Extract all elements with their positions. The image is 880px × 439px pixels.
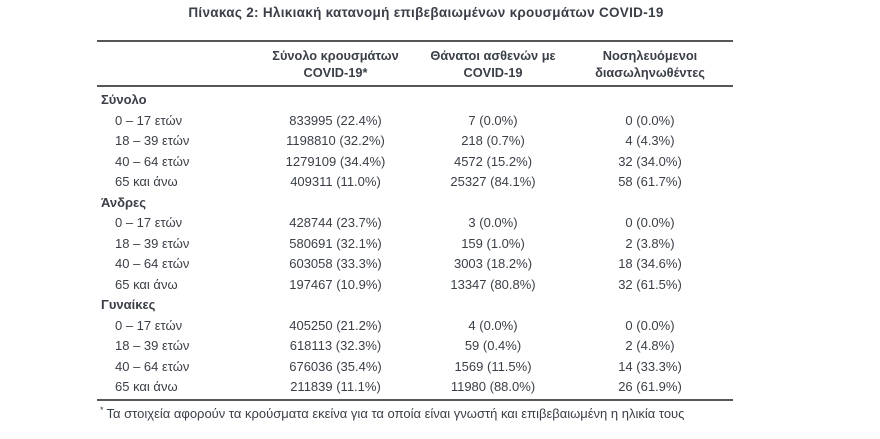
intubated-cell: 0 (0.0%) xyxy=(625,112,675,128)
intubated-cell: 18 (34.6%) xyxy=(618,256,682,271)
age-cell: 0 – 17 ετών xyxy=(115,112,183,128)
cases-cell: 197467 (10.9%) xyxy=(289,276,382,292)
intubated-cell: 4 (4.3%) xyxy=(625,133,675,148)
table-caption: Πίνακας 2: Ηλικιακή κατανομή επιβεβαιωμέ… xyxy=(188,5,664,20)
deaths-cell: 1569 (11.5%) xyxy=(454,358,532,374)
deaths-cell: 25327 (84.1%) xyxy=(450,174,536,189)
cases-cell: 428744 (23.7%) xyxy=(289,215,382,230)
table-body: Σύνολο 0 – 17 ετών 833995 (22.4%) 7 (0.0… xyxy=(97,87,733,401)
header-intubated-line2: διασωληνωθέντες xyxy=(595,65,705,80)
table-row: 40 – 64 ετών 1279109 (34.4%) 4572 (15.2%… xyxy=(97,152,733,173)
deaths-cell: 4 (0.0%) xyxy=(468,317,518,333)
age-cell: 18 – 39 ετών xyxy=(115,133,190,148)
header-rowlabel-spacer xyxy=(97,47,252,81)
covid-age-table: Σύνολο κρουσμάτων COVID-19* Θάνατοι ασθε… xyxy=(97,40,733,401)
table-row: 0 – 17 ετών 428744 (23.7%) 3 (0.0%) 0 (0… xyxy=(97,213,733,234)
deaths-cell: 11980 (88.0%) xyxy=(450,379,536,394)
age-cell: 65 και άνω xyxy=(115,276,178,292)
intubated-cell: 0 (0.0%) xyxy=(625,215,675,230)
deaths-cell: 4572 (15.2%) xyxy=(453,153,533,169)
table-row: 40 – 64 ετών 603058 (33.3%) 3003 (18.2%)… xyxy=(97,254,733,275)
footnote-text: Τα στοιχεία αφορούν τα κρούσματα εκείνα … xyxy=(106,406,685,421)
table-row: 0 – 17 ετών 833995 (22.4%) 7 (0.0%) 0 (0… xyxy=(97,111,733,132)
deaths-cell: 159 (1.0%) xyxy=(461,235,525,251)
age-cell: 40 – 64 ετών xyxy=(115,256,190,271)
intubated-cell: 2 (4.8%) xyxy=(625,338,675,353)
intubated-cell: 0 (0.0%) xyxy=(625,317,675,333)
cases-cell: 405250 (21.2%) xyxy=(289,317,382,333)
cases-cell: 580691 (32.1%) xyxy=(289,235,382,251)
deaths-cell: 3003 (18.2%) xyxy=(453,256,533,271)
deaths-cell: 59 (0.4%) xyxy=(464,338,522,353)
age-cell: 18 – 39 ετών xyxy=(115,235,190,251)
intubated-cell: 26 (61.9%) xyxy=(618,379,682,394)
deaths-cell: 218 (0.7%) xyxy=(461,133,525,148)
table-row: 0 – 17 ετών 405250 (21.2%) 4 (0.0%) 0 (0… xyxy=(97,316,733,337)
deaths-cell: 13347 (80.8%) xyxy=(450,276,536,292)
age-cell: 40 – 64 ετών xyxy=(115,153,190,169)
header-deaths-line2: COVID-19 xyxy=(463,65,523,80)
intubated-cell: 14 (33.3%) xyxy=(618,358,682,374)
age-cell: 65 και άνω xyxy=(115,379,178,394)
header-col-deaths: Θάνατοι ασθενών με COVID-19 xyxy=(419,47,567,81)
table-row: 40 – 64 ετών 676036 (35.4%) 1569 (11.5%)… xyxy=(97,357,733,378)
header-intubated-line1: Νοσηλευόμενοι xyxy=(602,48,698,63)
age-cell: 65 και άνω xyxy=(115,174,178,189)
header-col-intubated: Νοσηλευόμενοι διασωληνωθέντες xyxy=(567,47,733,81)
table-row: 18 – 39 ετών 580691 (32.1%) 159 (1.0%) 2… xyxy=(97,234,733,255)
table-row: 65 και άνω 197467 (10.9%) 13347 (80.8%) … xyxy=(97,275,733,296)
age-cell: 0 – 17 ετών xyxy=(115,215,183,230)
intubated-cell: 2 (3.8%) xyxy=(625,235,675,251)
table-row: 65 και άνω 211839 (11.1%) 11980 (88.0%) … xyxy=(97,377,733,398)
deaths-cell: 3 (0.0%) xyxy=(468,215,518,230)
deaths-cell: 7 (0.0%) xyxy=(468,112,518,128)
age-cell: 0 – 17 ετών xyxy=(115,317,183,333)
table-row: 18 – 39 ετών 618113 (32.3%) 59 (0.4%) 2 … xyxy=(97,336,733,357)
section-row-women: Γυναίκες xyxy=(101,297,156,312)
table-row: 18 – 39 ετών 1198810 (32.2%) 218 (0.7%) … xyxy=(97,131,733,152)
header-cases-line1: Σύνολο κρουσμάτων xyxy=(272,48,399,63)
table-header-row: Σύνολο κρουσμάτων COVID-19* Θάνατοι ασθε… xyxy=(97,40,733,87)
cases-cell: 1198810 (32.2%) xyxy=(286,133,385,148)
cases-cell: 1279109 (34.4%) xyxy=(285,153,386,169)
cases-cell: 603058 (33.3%) xyxy=(289,256,382,271)
cases-cell: 211839 (11.1%) xyxy=(290,379,381,394)
age-cell: 40 – 64 ετών xyxy=(115,358,190,374)
footnote: * Τα στοιχεία αφορούν τα κρούσματα εκείνα… xyxy=(100,404,685,421)
section-row-men: Άνδρες xyxy=(101,194,146,210)
header-col-cases: Σύνολο κρουσμάτων COVID-19* xyxy=(252,47,419,81)
footnote-marker: * xyxy=(100,404,104,415)
cases-cell: 833995 (22.4%) xyxy=(289,112,382,128)
cases-cell: 618113 (32.3%) xyxy=(289,338,382,353)
table-row: 65 και άνω 409311 (11.0%) 25327 (84.1%) … xyxy=(97,172,733,193)
intubated-cell: 32 (34.0%) xyxy=(618,153,682,169)
intubated-cell: 32 (61.5%) xyxy=(618,276,682,292)
cases-cell: 409311 (11.0%) xyxy=(290,174,381,189)
header-deaths-line1: Θάνατοι ασθενών με xyxy=(430,48,556,63)
section-row-total: Σύνολο xyxy=(101,92,147,107)
header-cases-line2: COVID-19* xyxy=(303,65,368,80)
intubated-cell: 58 (61.7%) xyxy=(618,174,682,189)
cases-cell: 676036 (35.4%) xyxy=(289,358,382,374)
age-cell: 18 – 39 ετών xyxy=(115,338,190,353)
